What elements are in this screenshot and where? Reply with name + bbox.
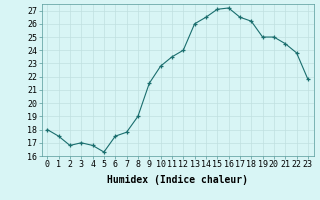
X-axis label: Humidex (Indice chaleur): Humidex (Indice chaleur) <box>107 175 248 185</box>
